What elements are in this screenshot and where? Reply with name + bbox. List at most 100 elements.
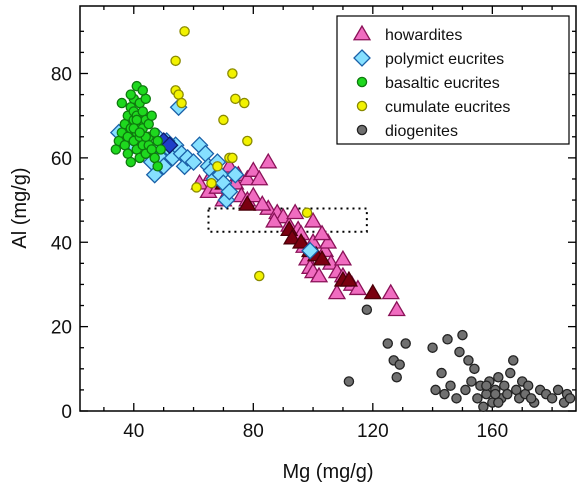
diogenites-point <box>478 401 489 413</box>
howardites-point <box>312 224 332 241</box>
dotted-region-box <box>207 207 368 233</box>
diogenites-point <box>382 338 394 349</box>
axis-ticks <box>80 6 576 412</box>
cumulate-eucrites-point <box>242 135 253 147</box>
howardites-dark-point <box>363 283 382 300</box>
x-axis-label: Mg (mg/g) <box>282 461 373 483</box>
howardites-point <box>244 186 263 203</box>
cumulate-eucrites-point <box>227 68 238 79</box>
howardites-point <box>348 279 368 296</box>
howardites-point <box>244 161 263 177</box>
howardites-point <box>318 232 338 249</box>
howardites-point <box>238 169 257 186</box>
howardites-dark-point <box>238 194 257 211</box>
howardites-point <box>286 203 305 220</box>
diogenites-point <box>457 329 468 341</box>
diogenites-point <box>522 380 534 391</box>
legend-label: diogenites <box>385 123 458 140</box>
legend-marker <box>353 49 371 67</box>
diogenites-point <box>439 388 450 400</box>
legend: howardites polymict eucrites basaltic eucr… <box>336 15 570 145</box>
diogenites-point <box>427 342 438 353</box>
diogenites-point <box>460 384 471 396</box>
diogenites-point <box>508 355 519 366</box>
diogenites-point <box>564 393 576 404</box>
legend-marker <box>356 100 368 112</box>
howardites-point <box>387 300 406 317</box>
diogenites-point <box>394 359 405 370</box>
howardites-point <box>253 194 272 211</box>
diogenites-point <box>472 393 483 404</box>
cumulate-eucrites-point <box>301 207 313 218</box>
diogenites-point <box>466 376 477 387</box>
diogenites-point <box>442 334 453 345</box>
basaltic-eucrites-point <box>137 85 148 96</box>
diogenites-point <box>451 393 462 404</box>
cumulate-eucrites-point <box>176 97 187 109</box>
polymict-eucrites-point <box>226 165 245 184</box>
diogenites-point <box>400 338 411 349</box>
y-tick-label: 40 <box>51 233 72 254</box>
diogenites-point <box>505 367 516 379</box>
legend-marker <box>356 76 368 88</box>
howardites-dark-point <box>312 249 332 266</box>
howardites-point <box>303 211 323 228</box>
howardites-dark-point <box>291 232 311 249</box>
cumulate-eucrites-point <box>179 26 190 37</box>
diogenites-point <box>391 371 402 383</box>
cumulate-eucrites-point <box>212 161 223 172</box>
cumulate-eucrites-point <box>239 97 250 109</box>
basaltic-eucrites-point <box>125 156 137 168</box>
howardites-dark-point <box>339 270 359 287</box>
legend-label: basaltic eucrites <box>385 75 500 92</box>
data-points <box>109 26 576 413</box>
x-tick-label: 80 <box>243 421 264 442</box>
plot-frame <box>79 5 577 412</box>
diogenites-point <box>502 388 513 400</box>
howardites-point <box>309 266 329 283</box>
cumulate-eucrites-point <box>230 93 241 105</box>
legend-box <box>336 15 570 145</box>
diogenites-point <box>525 393 537 404</box>
diogenites-point <box>552 384 564 396</box>
x-tick-label: 120 <box>357 421 389 442</box>
polymict-eucrites-point <box>184 153 203 172</box>
diogenites-point <box>361 304 373 315</box>
cumulate-eucrites-point <box>170 55 181 67</box>
polymict-eucrites-point <box>301 241 319 260</box>
y-tick-label: 80 <box>51 65 72 86</box>
basaltic-eucrites-point <box>152 161 163 172</box>
legend-label: howardites <box>385 27 462 44</box>
legend-marker <box>356 124 368 136</box>
diogenites-point <box>430 384 441 396</box>
howardites-point <box>381 283 400 300</box>
cumulate-eucrites-point <box>254 270 265 282</box>
diogenites-point <box>481 380 492 391</box>
diogenites-point <box>454 346 465 358</box>
cumulate-eucrites-point <box>227 152 238 164</box>
tick-labels: 40 80 120 160 0 20 40 60 80 <box>51 65 508 443</box>
diogenites-point <box>546 393 558 404</box>
cumulate-eucrites-point <box>191 182 202 193</box>
diogenites-point <box>343 376 355 387</box>
cumulate-eucrites-point <box>218 114 229 126</box>
howardites-dark-point <box>283 228 302 245</box>
diogenites-point <box>490 388 501 400</box>
y-tick-label: 60 <box>51 149 72 170</box>
howardites-point <box>333 249 353 266</box>
basaltic-eucrites-point <box>155 144 166 155</box>
cumulate-eucrites-point <box>206 177 217 189</box>
howardites-point <box>327 283 347 300</box>
y-tick-label: 20 <box>51 318 72 339</box>
howardites-point <box>250 169 269 186</box>
y-tick-label: 0 <box>61 402 72 423</box>
legend-label: cumulate eucrites <box>385 99 510 116</box>
y-axis-label: Al (mg/g) <box>9 167 31 248</box>
basaltic-eucrites-point <box>116 97 128 109</box>
diogenites-point <box>463 355 474 366</box>
basaltic-eucrites-point <box>134 127 146 138</box>
diogenites-point <box>445 380 456 391</box>
diogenites-point <box>469 363 480 375</box>
x-tick-label: 40 <box>123 421 144 442</box>
